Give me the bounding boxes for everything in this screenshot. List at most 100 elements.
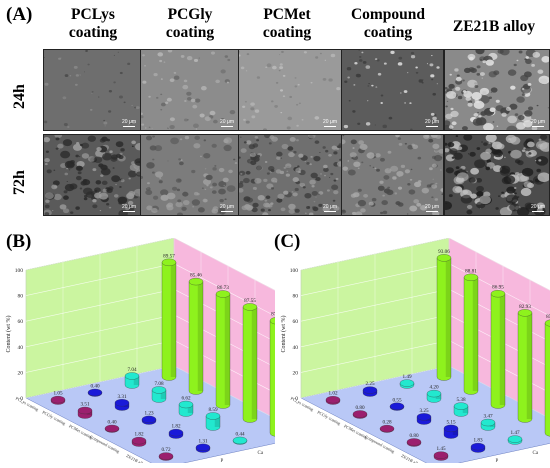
bar-Mg-1: 85.46 [189,273,203,395]
bar-value-label: 5.15 [446,419,455,425]
bar-value-label: 0.55 [392,397,401,403]
bar-value-label: 1.23 [144,410,153,416]
bar-shade [198,282,203,391]
bar-top [427,390,441,397]
bar-top [444,425,458,432]
scale-bar-line [532,211,544,213]
bar-top [152,386,166,393]
bar-value-label: 1.49 [402,374,411,380]
scale-bar-label: 20 μm [220,204,234,210]
bar-Mg-0: 89.57 [162,253,176,380]
bar-top [142,416,156,423]
bar-value-label: 8.59 [208,407,217,413]
bar-value-label: 0.44 [235,431,244,437]
bar-top [88,389,102,396]
bar-top [162,259,176,266]
scale-bar-label: 20 μm [531,119,545,125]
z-tick-label: 80 [18,294,24,300]
bar-top [437,254,451,261]
bar-value-label: 4.20 [429,385,438,391]
bar-body [545,323,550,436]
bar-Mg-3: 82.93 [518,304,532,423]
bar-Mg-2: 86.95 [491,285,505,409]
scale-bar: 20 μm [122,119,136,128]
bar-value-label: 1.82 [171,424,180,430]
scale-bar-label: 20 μm [122,119,136,125]
scale-bar-line [324,126,336,128]
bar-shade [171,262,176,377]
sem-image-compound-72h: 20 μm [341,134,444,216]
bar-top [518,309,532,316]
z-tick-label: 40 [293,345,299,351]
scale-bar-line [426,126,438,128]
bar-top [417,413,431,420]
z-tick-label: 40 [18,345,24,351]
bar-top [243,303,257,310]
z-tick-label: 60 [18,319,24,325]
z-tick-label: 60 [293,319,299,325]
bar-value-label: 89.57 [163,253,175,259]
column-header-pclys: PCLys coating [44,6,142,42]
bar-value-label: 87.55 [244,298,256,304]
bar-value-label: 0.40 [90,383,99,389]
scale-bar-line [123,126,135,128]
bar-shade [473,277,478,391]
bar-top [326,396,340,403]
column-header-line2: coating [141,24,239,42]
sem-image-pcmet-72h: 20 μm [238,134,342,216]
scale-bar: 20 μm [220,204,234,213]
column-header-line1: PCGly [141,6,239,24]
bar-value-label: 86.73 [217,285,229,291]
bar-shade [527,313,532,419]
z-tick-label: 20 [18,370,24,376]
bar-top [78,407,92,414]
bar-value-label: 0.28 [382,420,391,426]
z-axis-label: Content (wt %) [280,316,287,353]
bar-top [115,399,129,406]
element-tick-label: P [496,459,499,463]
bar-top [508,436,522,443]
column-header-line2: coating [44,24,142,42]
scale-bar: 20 μm [323,204,337,213]
bar-shade [500,294,505,405]
bar-top [159,453,173,460]
bar-value-label: 1.83 [473,438,482,444]
bar-value-label: 0.80 [355,405,364,411]
bar-value-label: 0.80 [409,433,418,439]
bar-top [380,425,394,432]
bar-value-label: 0.72 [161,447,170,453]
bar-value-label: 1.05 [53,391,62,397]
element-tick-label: P [221,459,224,463]
scale-bar: 20 μm [425,119,439,128]
bar-top [390,403,404,410]
bar-top [481,419,495,426]
scale-bar-label: 20 μm [122,204,136,210]
bar-top [454,403,468,410]
sem-image-ze21b-24h: 20 μm [444,49,550,131]
bar-value-label: 7.04 [127,367,136,373]
sem-image-compound-24h: 20 μm [341,49,444,131]
column-header-pcgly: PCGly coating [141,6,239,42]
bar-shade [446,258,451,377]
bar-Mg-4: 85.88 [545,314,550,436]
scale-bar: 20 μm [122,204,136,213]
bar-top [179,401,193,408]
z-tick-label: 20 [293,370,299,376]
column-header-line1: PCMet [238,6,336,24]
bar-value-label: 2.25 [365,381,374,387]
scale-bar-label: 20 μm [323,204,337,210]
sem-image-pclys-72h: 20 μm [43,134,141,216]
scale-bar-label: 20 μm [220,119,234,125]
scale-bar: 20 μm [220,119,234,128]
bar-top [491,290,505,297]
column-header-ze21b: ZE21B alloy [438,18,550,36]
column-header-line2: coating [336,24,440,42]
bar-top [464,274,478,281]
scale-bar-line [123,211,135,213]
scale-bar-label: 20 μm [425,119,439,125]
bar-top [407,438,421,445]
bar-value-label: 7.08 [154,381,163,387]
column-header-line1: Compound [336,6,440,24]
